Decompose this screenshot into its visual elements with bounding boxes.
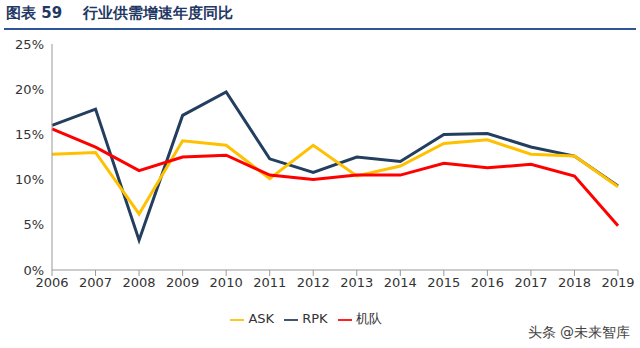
svg-text:10%: 10%: [15, 172, 44, 187]
svg-text:2012: 2012: [297, 275, 330, 290]
svg-text:2019: 2019: [601, 275, 632, 290]
svg-text:20%: 20%: [15, 82, 44, 97]
svg-text:5%: 5%: [23, 217, 44, 232]
html-text:图表 59 行业供需增速年度同比: 图表 59 行业供需增速年度同比: [6, 4, 233, 22]
svg-text:2018: 2018: [558, 275, 591, 290]
svg-text:2007: 2007: [79, 275, 112, 290]
html-text:头条 @未来智库: 头条 @未来智库: [527, 324, 630, 340]
html-text:机队: 机队: [355, 311, 382, 326]
svg-text:2010: 2010: [210, 275, 243, 290]
html-text:ASK: ASK: [248, 311, 275, 326]
svg-text:2009: 2009: [166, 275, 199, 290]
svg-text:2017: 2017: [514, 275, 547, 290]
svg-text:15%: 15%: [15, 127, 44, 142]
svg-text:2014: 2014: [384, 275, 417, 290]
svg-text:2011: 2011: [253, 275, 286, 290]
svg-text:2015: 2015: [427, 275, 460, 290]
svg-text:0%: 0%: [23, 263, 44, 278]
svg-text:2016: 2016: [471, 275, 504, 290]
svg-text:25%: 25%: [15, 37, 44, 52]
svg-text:2006: 2006: [35, 275, 69, 291]
svg-text:2008: 2008: [123, 275, 156, 290]
html-text:RPK: RPK: [302, 311, 328, 326]
svg-text:2013: 2013: [340, 275, 373, 290]
